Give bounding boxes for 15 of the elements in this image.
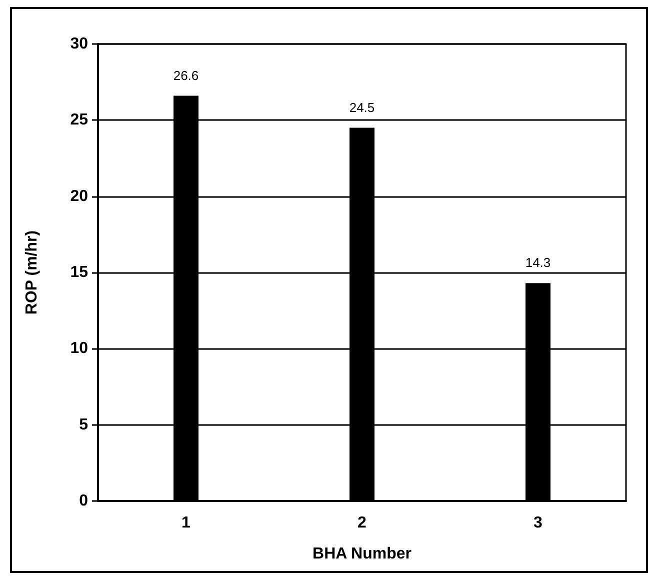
data-label: 26.6 xyxy=(173,68,199,83)
y-tick-label: 30 xyxy=(70,36,88,52)
y-axis-title: ROP (m/hr) xyxy=(24,230,40,315)
y-tick-label: 10 xyxy=(70,340,88,358)
y-tick-label: 5 xyxy=(79,416,88,434)
data-label: 24.5 xyxy=(349,100,375,115)
x-tick-label: 3 xyxy=(534,514,543,532)
x-axis-title: BHA Number xyxy=(312,546,412,562)
y-tick-label: 0 xyxy=(79,492,88,510)
x-tick-label: 1 xyxy=(182,514,191,532)
data-label: 14.3 xyxy=(525,255,551,270)
y-tick-label: 20 xyxy=(70,188,88,205)
y-tick-label: 25 xyxy=(70,112,88,129)
x-tick-label: 2 xyxy=(358,514,367,532)
y-tick-label: 15 xyxy=(70,264,88,281)
